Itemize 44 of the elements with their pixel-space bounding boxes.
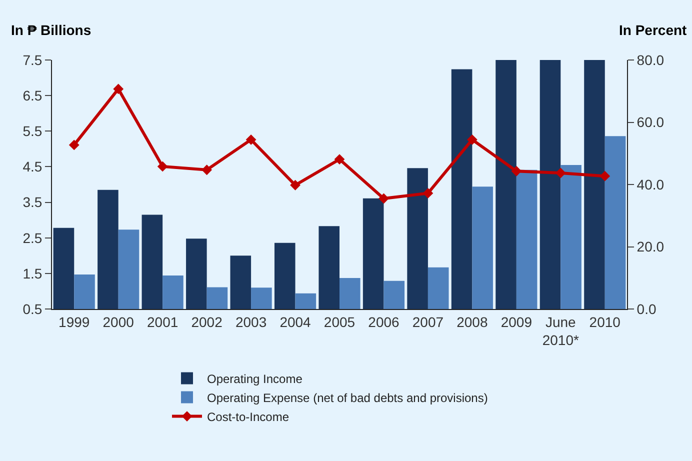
x-tick-label: 2001	[147, 314, 178, 330]
y-tick-label: 1.5	[22, 265, 42, 282]
point	[378, 193, 389, 204]
point	[511, 166, 522, 176]
point	[600, 170, 610, 182]
x-tick-label: 2002	[191, 314, 223, 330]
x-tick-label: 2000	[102, 314, 134, 330]
legend-label: Operating Income	[207, 372, 303, 386]
point	[334, 154, 345, 164]
y-tick-label: 3.5	[22, 194, 42, 210]
point	[157, 161, 168, 172]
x-tick-label: 2010	[589, 314, 621, 330]
x-tick-label: 2004	[280, 314, 312, 330]
y-tick-label: 2.5	[22, 230, 42, 246]
point	[290, 180, 300, 190]
x-tick-label: June 2010*	[542, 314, 580, 348]
x-tick-label: 2005	[324, 314, 356, 330]
y-tick-label: 0.5	[22, 300, 42, 317]
point	[422, 188, 434, 198]
y-axis-title: In ₱ Billions	[11, 22, 92, 38]
x-tick-label: 2003	[235, 314, 267, 330]
y-tick-label: 5.5	[22, 123, 42, 140]
x-tick-label: 2007	[412, 314, 444, 330]
y-tick-label: 7.5	[22, 52, 42, 68]
point	[466, 134, 478, 145]
y-tick-label: 6.5	[22, 87, 42, 104]
x-tick-label: 2006	[368, 314, 400, 330]
x-tick-label: 2008	[456, 314, 488, 330]
y2-tick-label: 0.0	[636, 300, 656, 317]
legend-label: Cost-to-Income	[207, 410, 290, 424]
point	[555, 168, 566, 178]
legend-label: Operating Expense (net of bad debts and provisions)	[207, 390, 488, 405]
y2-tick-label: 60.0	[636, 114, 664, 130]
y2-tick-label: 80.0	[636, 52, 664, 68]
point	[68, 140, 80, 150]
point	[113, 84, 124, 94]
point	[246, 134, 256, 145]
y2-axis-title: In Percent	[619, 22, 688, 38]
x-tick-label: 2009	[500, 314, 532, 330]
y2-tick-label: 20.0	[636, 238, 664, 255]
point	[202, 164, 212, 176]
y-tick-label: 4.5	[22, 158, 42, 175]
x-tick-label: 1999	[58, 314, 90, 330]
y2-tick-label: 40.0	[636, 176, 664, 192]
